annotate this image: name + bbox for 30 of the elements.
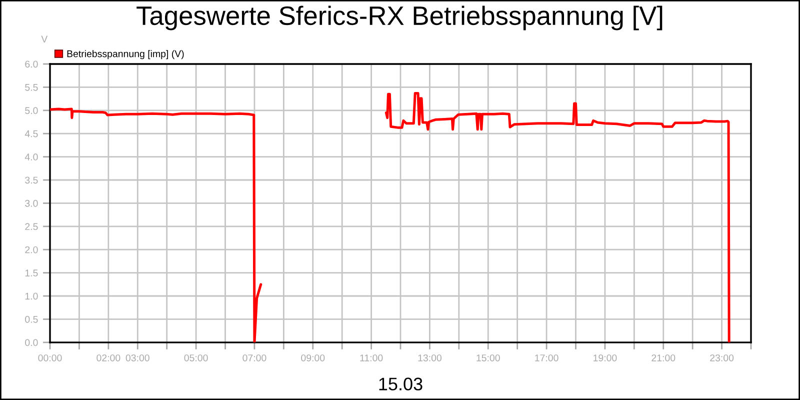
x-tick-label: 09:00 xyxy=(301,354,325,362)
y-tick-label: 5.0 xyxy=(25,107,38,114)
x-tick-label: 13:00 xyxy=(418,354,442,362)
y-tick-label: 3.5 xyxy=(25,176,38,184)
x-tick-label: 23:00 xyxy=(710,354,734,362)
y-tick-label: 2.0 xyxy=(25,246,38,254)
y-tick-label: 1.5 xyxy=(25,270,38,276)
y-tick-label: 0.5 xyxy=(25,316,38,323)
y-tick-label: 1.0 xyxy=(25,292,38,300)
y-tick-label: 2.5 xyxy=(25,223,38,230)
x-tick-label: 00:00 xyxy=(38,354,62,362)
y-tick-label: 6.0 xyxy=(25,60,38,68)
chart-title: Tageswerte Sferics-RX Betriebsspannung [V] xyxy=(136,6,662,30)
x-tick-label: 21:00 xyxy=(652,354,676,362)
x-axis-title: 15.03 xyxy=(379,378,422,390)
x-tick-label: 03:00 xyxy=(126,354,150,362)
legend-label: Betriebsspannung [imp] (V) xyxy=(67,50,184,60)
y-tick-label: 4.0 xyxy=(24,154,38,160)
x-tick-label: 02:00 xyxy=(96,354,120,362)
x-tick-label: 17:00 xyxy=(535,354,558,362)
y-tick-label: 5.5 xyxy=(25,84,38,91)
y-tick-label: 3.0 xyxy=(25,200,38,207)
y-tick-label: 4.5 xyxy=(24,130,38,138)
x-tick-label: 15:00 xyxy=(476,354,500,362)
x-tick-label: 19:00 xyxy=(594,354,617,362)
x-tick-label: 11:00 xyxy=(360,354,383,362)
y-tick-label: 0.0 xyxy=(25,339,38,346)
x-tick-label: 05:00 xyxy=(184,354,208,362)
y-axis-title: V xyxy=(41,36,48,42)
x-tick-label: 07:00 xyxy=(242,354,266,362)
